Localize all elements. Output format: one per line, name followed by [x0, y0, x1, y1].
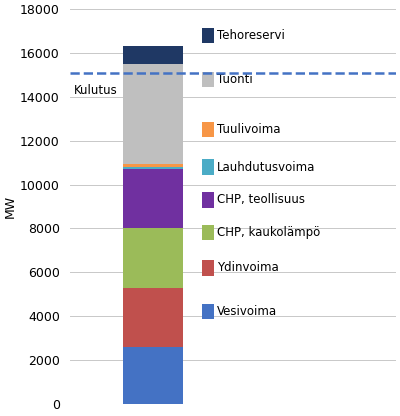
FancyBboxPatch shape: [202, 72, 214, 87]
Text: Kulutus: Kulutus: [74, 84, 118, 97]
Bar: [123, 164, 183, 168]
Text: Ydinvoima: Ydinvoima: [217, 261, 278, 275]
Text: Vesivoima: Vesivoima: [217, 305, 277, 318]
Bar: [123, 287, 183, 347]
Bar: [123, 168, 183, 169]
FancyBboxPatch shape: [202, 304, 214, 319]
Bar: [123, 347, 183, 404]
FancyBboxPatch shape: [202, 122, 214, 137]
FancyBboxPatch shape: [202, 159, 214, 175]
Bar: [123, 228, 183, 287]
Text: CHP, teollisuus: CHP, teollisuus: [217, 193, 305, 206]
Text: Tuonti: Tuonti: [217, 73, 252, 86]
Bar: [123, 47, 183, 64]
Text: CHP, kaukolämpö: CHP, kaukolämpö: [217, 226, 320, 239]
Bar: [123, 169, 183, 228]
Text: Tuulivoima: Tuulivoima: [217, 123, 280, 136]
FancyBboxPatch shape: [202, 28, 214, 43]
Y-axis label: MW: MW: [4, 195, 17, 218]
FancyBboxPatch shape: [202, 225, 214, 240]
FancyBboxPatch shape: [202, 192, 214, 208]
FancyBboxPatch shape: [202, 260, 214, 275]
Text: Lauhdutusvoima: Lauhdutusvoima: [217, 161, 315, 173]
Text: Tehoreservi: Tehoreservi: [217, 29, 285, 42]
Bar: [123, 64, 183, 164]
